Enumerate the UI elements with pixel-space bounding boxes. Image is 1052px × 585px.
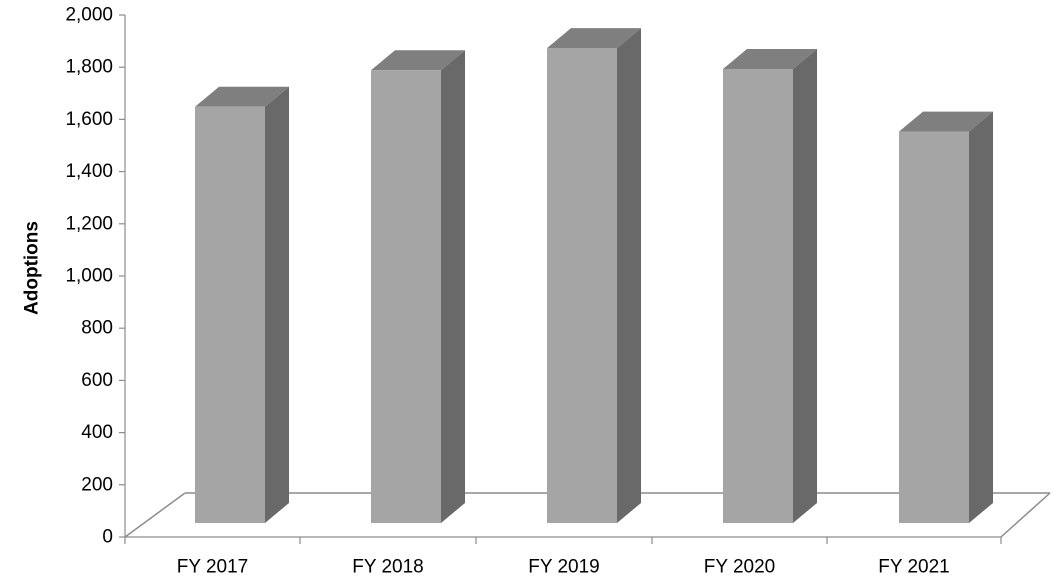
bar [547,28,641,523]
bar-front-face [899,131,969,523]
bar-front-face [371,70,441,523]
y-tick-label: 1,400 [65,161,113,182]
bar-top-face [899,111,993,132]
bars [195,28,993,524]
x-axis: FY 2017 FY 2018 FY 2019 FY 2020 FY 2021 [124,536,1002,578]
y-axis: 0 200 400 600 800 1,000 1,200 1,400 1,600 1,800 2,… [65,5,126,548]
bar-side-face [617,28,641,523]
y-tick-label: 200 [81,474,113,495]
y-tick-label: 400 [81,422,113,443]
y-tick-label: 2,000 [65,5,113,26]
bar-side-face [793,48,817,523]
y-tick-label: 1,600 [65,109,113,130]
floor-left-edge [124,492,186,538]
y-tick-label: 1,200 [65,213,113,234]
x-tick-label: FY 2021 [878,557,949,578]
bar-top-face [547,28,641,49]
y-tick-label: 600 [81,370,113,391]
y-axis-title: Adoptions [22,221,43,315]
bar [899,111,993,524]
bar-top-face [371,50,465,71]
y-tick-label: 1,000 [65,266,113,287]
x-tick-label: FY 2020 [704,557,775,578]
bar-side-face [441,50,465,523]
bar [723,48,817,523]
bar-side-face [969,111,993,524]
y-tick-label: 800 [81,318,113,339]
bar [195,86,289,523]
bar [371,50,465,523]
bar-top-face [723,48,817,69]
bar-side-face [265,86,289,523]
y-tick-label: 1,800 [65,57,113,78]
bar-front-face [195,106,265,523]
bar-front-face [547,48,617,523]
x-tick-label: FY 2017 [177,557,248,578]
x-tick-label: FY 2018 [352,557,423,578]
bar-top-face [195,86,289,107]
floor-right-edge [1000,492,1051,538]
x-tick-label: FY 2019 [528,557,599,578]
bar-front-face [723,68,793,523]
y-tick-label: 0 [102,527,113,548]
